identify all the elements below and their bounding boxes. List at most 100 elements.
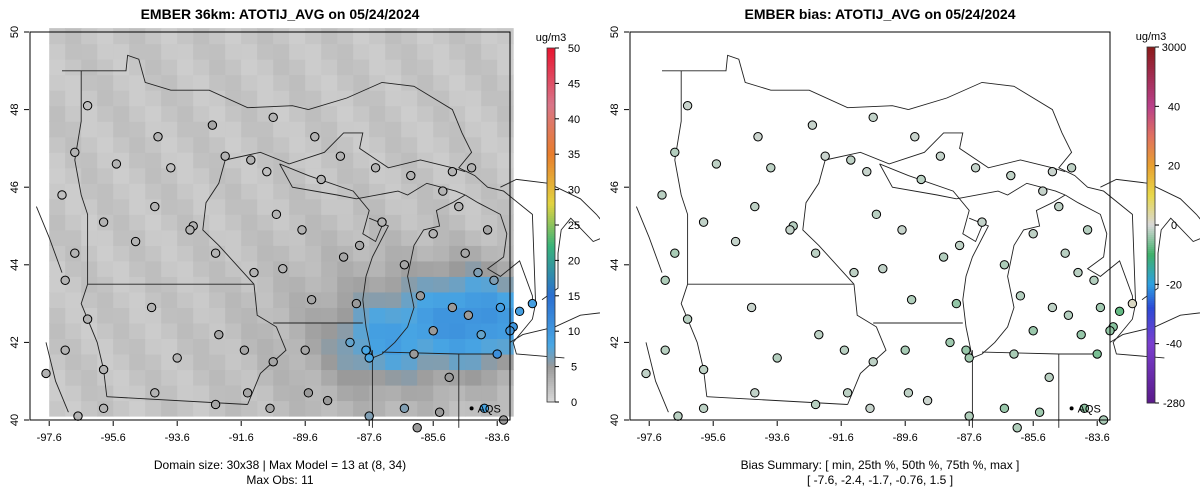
site-marker [977, 217, 987, 227]
site-marker [370, 163, 381, 173]
grid-cell [49, 354, 66, 371]
grid-cell [385, 28, 402, 45]
grid-cell [337, 43, 354, 60]
site-marker [412, 423, 422, 433]
site-marker [878, 263, 888, 274]
grid-cell [305, 229, 322, 246]
colorbar-tick-label: 20 [568, 255, 580, 267]
site-marker [660, 345, 670, 355]
grid-cell [129, 59, 146, 76]
colorbar-segment [1147, 47, 1155, 50]
colorbar-segment [547, 356, 555, 359]
boundary-line [674, 70, 689, 285]
site-marker [1079, 403, 1090, 414]
colorbar-segment [547, 352, 555, 355]
grid-cell [305, 28, 322, 45]
grid-cell [241, 291, 258, 308]
site-marker [489, 275, 499, 286]
grid-cell [193, 105, 210, 122]
grid-cell [257, 338, 274, 355]
colorbar-segment [547, 82, 555, 85]
grid-cell [257, 43, 274, 60]
grid-cell [465, 43, 482, 60]
grid-cell [465, 385, 482, 402]
map-boundaries [35, 54, 600, 428]
site-marker [1044, 372, 1054, 383]
grid-cell [417, 307, 434, 324]
site-marker [1095, 302, 1106, 313]
grid-cell [49, 385, 66, 402]
grid-cell [161, 90, 178, 107]
grid-cell [209, 260, 226, 277]
grid-cell [65, 307, 82, 324]
colorbar-segment [547, 218, 555, 221]
grid-cell [497, 152, 514, 169]
y-tick-label: 40 [9, 414, 21, 426]
grid-cell [417, 121, 434, 138]
colorbar-segment [547, 346, 555, 349]
grid-cell [65, 385, 82, 402]
grid-cell [289, 167, 306, 184]
grid-cell [337, 276, 354, 293]
x-tick-label: -91.6 [229, 432, 254, 444]
grid-cell [177, 121, 194, 138]
colorbar-segment [547, 366, 555, 369]
colorbar-segment [1147, 133, 1155, 136]
colorbar-segment [547, 388, 555, 391]
x-tick-label: -91.6 [829, 432, 854, 444]
grid-cell [65, 105, 82, 122]
colorbar-segment [1147, 343, 1155, 346]
grid-cell [289, 385, 306, 402]
x-tick-label: -97.6 [637, 432, 662, 444]
colorbar-segment [547, 86, 555, 89]
colorbar-segment [547, 332, 555, 335]
grid-cell [401, 229, 418, 246]
grid-cell [449, 43, 466, 60]
colorbar-segment [1147, 335, 1155, 338]
site-marker [935, 151, 946, 161]
site-marker [306, 295, 317, 305]
grid-cell [449, 369, 466, 386]
x-tick-label: -93.6 [165, 432, 190, 444]
site-marker [785, 225, 795, 235]
grid-cell [305, 276, 322, 293]
grid-cell [225, 28, 242, 45]
grid-cell [225, 136, 242, 153]
colorbar-segment [547, 186, 555, 189]
grid-cell [353, 74, 370, 91]
site-marker [1066, 163, 1077, 173]
grid-cell [481, 43, 498, 60]
grid-cell [273, 43, 290, 60]
grid-cell [129, 260, 146, 277]
model-concentration-panel: EMBER 36km: ATOTIJ_AVG on 05/24/2024 AQS… [9, 6, 600, 487]
grid-cell [49, 59, 66, 76]
colorbar-segment [547, 248, 555, 251]
colorbar-segment [1147, 63, 1155, 66]
site-marker [492, 349, 502, 359]
grid-cell [497, 214, 514, 231]
grid-cell [113, 229, 130, 246]
grid-cell [65, 323, 82, 340]
grid-cell [113, 121, 130, 138]
grid-cell [353, 307, 370, 324]
colorbar-segment [1147, 193, 1155, 196]
grid-cell [353, 105, 370, 122]
grid-cell [369, 385, 386, 402]
colorbar-segment [547, 254, 555, 257]
colorbar-segment [1147, 339, 1155, 342]
x-tick-label: -85.6 [421, 432, 446, 444]
colorbar-tick-label: 25 [568, 220, 580, 232]
colorbar-segment [547, 250, 555, 253]
colorbar-segment [1147, 259, 1155, 262]
grid-cell [401, 121, 418, 138]
site-marker [711, 159, 722, 169]
grid-cell [433, 307, 450, 324]
boundary-line [202, 159, 255, 285]
grid-cell [129, 183, 146, 200]
colorbar-segment [547, 162, 555, 165]
grid-cell [497, 276, 514, 293]
colorbar: ug/m3 -280 -40 -20 0 20 40 3000 [1136, 31, 1187, 410]
grid-cell [97, 260, 114, 277]
grid-cell [209, 136, 226, 153]
grid-cell [241, 400, 258, 417]
